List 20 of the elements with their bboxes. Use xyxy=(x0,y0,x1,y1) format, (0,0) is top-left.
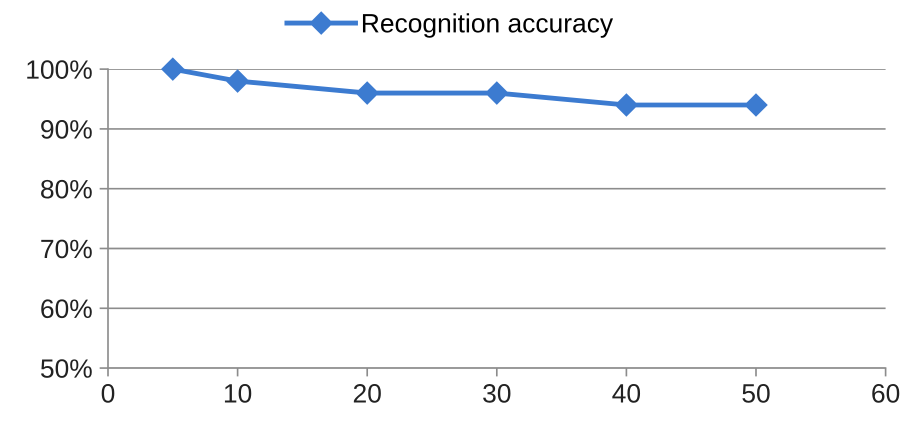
x-tick-label: 20 xyxy=(354,384,381,403)
x-tick-label: 10 xyxy=(224,384,252,403)
y-tick-label: 90% xyxy=(41,120,92,139)
y-tick-label: 80% xyxy=(41,180,92,199)
y-tick-label: 60% xyxy=(41,299,92,318)
point xyxy=(485,82,508,105)
x-tick-label: 30 xyxy=(483,384,510,403)
x-tick-label: 50 xyxy=(742,384,770,403)
y-tick-label: 50% xyxy=(40,359,92,378)
x-tick-label: 40 xyxy=(612,384,640,403)
y-tick-label: 70% xyxy=(41,240,92,258)
point xyxy=(614,93,638,116)
x-tick-label: 60 xyxy=(872,384,900,403)
legend-label: Recognition accuracy xyxy=(362,13,614,38)
y-tick-label: 100% xyxy=(27,60,92,79)
point xyxy=(161,58,184,81)
point xyxy=(226,70,250,93)
x-tick-label: 0 xyxy=(102,384,114,403)
point xyxy=(356,82,379,105)
point xyxy=(744,93,768,116)
